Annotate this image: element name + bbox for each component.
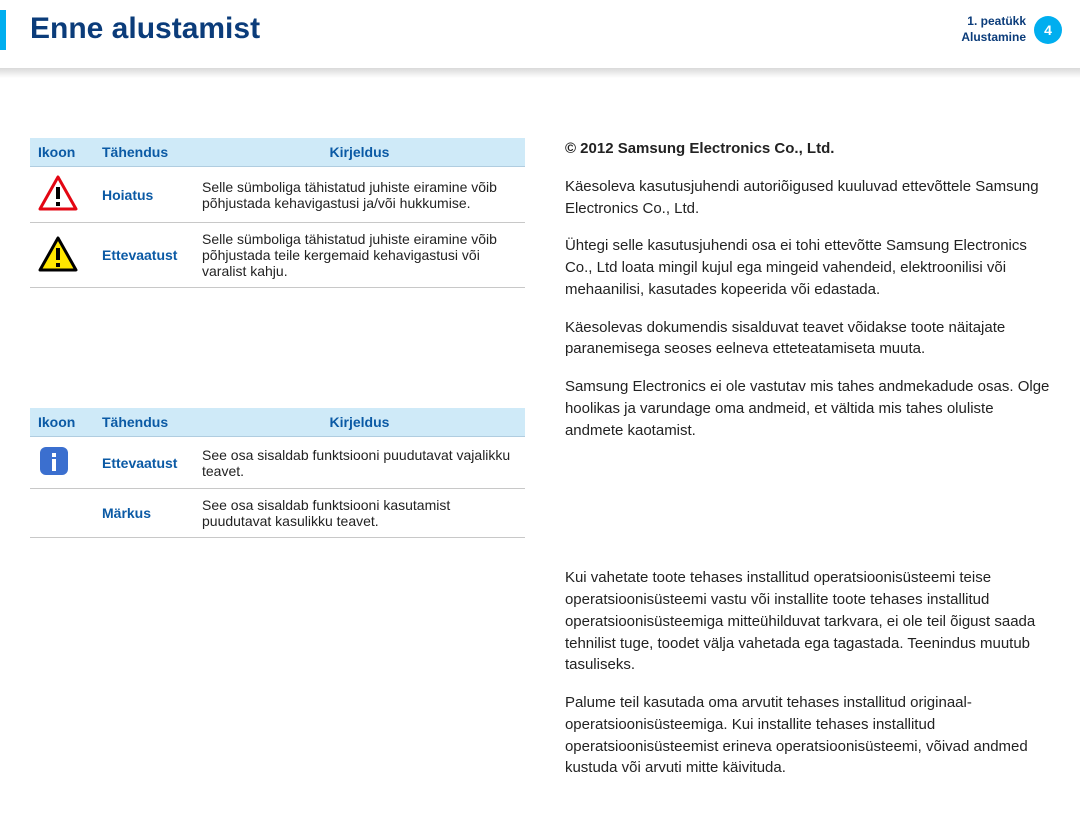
col-desc-header: Kirjeldus (194, 138, 525, 167)
col-desc-header: Kirjeldus (194, 408, 525, 437)
meaning-cell: Hoiatus (94, 167, 194, 223)
icon-cell (30, 167, 94, 223)
header-meta-group: 1. peatükk Alustamine 4 (961, 14, 1062, 45)
desc-cell: See osa sisaldab funktsiooni puudutavat … (194, 437, 525, 489)
icon-cell (30, 437, 94, 489)
info-icons-table: Ikoon Tähendus Kirjeldus Ettevaatust (30, 408, 525, 538)
section-label: Alustamine (961, 30, 1026, 46)
desc-cell: Selle sümboliga tähistatud juhiste eiram… (194, 223, 525, 288)
caution-icon (38, 236, 78, 272)
table-row: Ettevaatust See osa sisaldab funktsiooni… (30, 437, 525, 489)
col-icon-header: Ikoon (30, 138, 94, 167)
desc-cell: Selle sümboliga tähistatud juhiste eiram… (194, 167, 525, 223)
content-area: Ikoon Tähendus Kirjeldus Hoiat (0, 78, 1080, 815)
meaning-cell: Ettevaatust (94, 437, 194, 489)
paragraph-spacer (565, 457, 1050, 567)
meaning-cell: Ettevaatust (94, 223, 194, 288)
table-row: Märkus See osa sisaldab funktsiooni kasu… (30, 489, 525, 538)
col-meaning-header: Tähendus (94, 408, 194, 437)
page-header: Enne alustamist 1. peatükk Alustamine 4 (0, 0, 1080, 68)
paragraph: Samsung Electronics ei ole vastutav mis … (565, 376, 1050, 441)
table-row: Ettevaatust Selle sümboliga tähistatud j… (30, 223, 525, 288)
header-meta-text: 1. peatükk Alustamine (961, 14, 1026, 45)
chapter-label: 1. peatükk (961, 14, 1026, 30)
meaning-cell: Märkus (94, 489, 194, 538)
icon-cell (30, 489, 94, 538)
paragraph: Kui vahetate toote tehases installitud o… (565, 567, 1050, 676)
col-icon-header: Ikoon (30, 408, 94, 437)
paragraph: Ühtegi selle kasutusjuhendi osa ei tohi … (565, 235, 1050, 300)
info-icon (38, 445, 70, 477)
right-column: © 2012 Samsung Electronics Co., Ltd. Käe… (565, 138, 1050, 795)
table-header-row: Ikoon Tähendus Kirjeldus (30, 408, 525, 437)
col-meaning-header: Tähendus (94, 138, 194, 167)
accent-bar (0, 10, 6, 50)
page-number-badge: 4 (1034, 16, 1062, 44)
table-header-row: Ikoon Tähendus Kirjeldus (30, 138, 525, 167)
safety-icons-table: Ikoon Tähendus Kirjeldus Hoiat (30, 138, 525, 288)
icon-cell (30, 223, 94, 288)
table-row: Hoiatus Selle sümboliga tähistatud juhis… (30, 167, 525, 223)
header-shadow (0, 68, 1080, 78)
paragraph: Käesoleva kasutusjuhendi autoriõigused k… (565, 176, 1050, 220)
warning-icon (38, 175, 78, 211)
table-spacer (30, 288, 525, 408)
copyright-line: © 2012 Samsung Electronics Co., Ltd. (565, 138, 1050, 160)
paragraph: Käesolevas dokumendis sisalduvat teavet … (565, 317, 1050, 361)
page-title: Enne alustamist (30, 12, 260, 46)
desc-cell: See osa sisaldab funktsiooni kasutamist … (194, 489, 525, 538)
left-column: Ikoon Tähendus Kirjeldus Hoiat (30, 138, 525, 795)
